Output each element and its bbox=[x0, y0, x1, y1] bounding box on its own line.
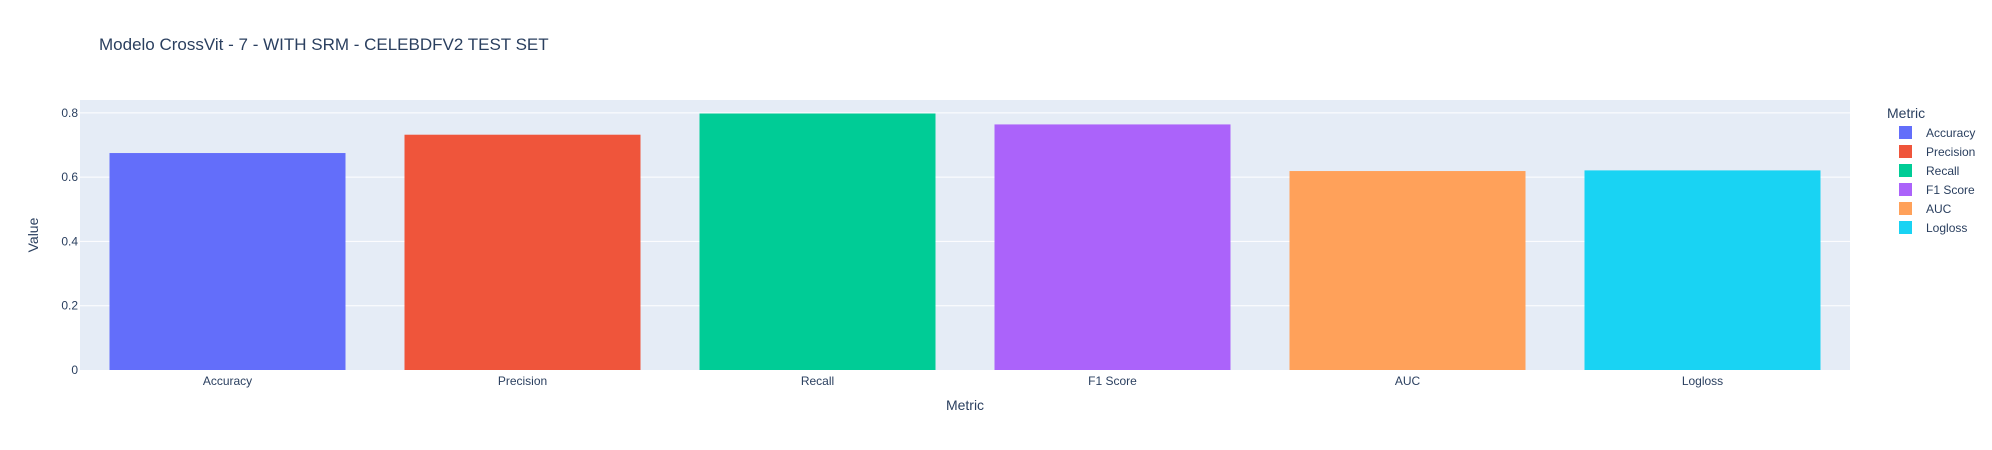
legend-label: AUC bbox=[1926, 202, 1952, 216]
x-tick-label: F1 Score bbox=[1088, 374, 1137, 388]
y-tick-label: 0.6 bbox=[61, 170, 78, 184]
legend-swatch bbox=[1899, 145, 1912, 158]
legend-item[interactable]: Precision bbox=[1899, 145, 1975, 159]
gridlines bbox=[80, 112, 1850, 307]
legend: Metric Accuracy Precision Recall F1 Score AU… bbox=[1887, 105, 1975, 235]
legend-swatch bbox=[1899, 126, 1912, 139]
x-axis-ticks: Accuracy Precision Recall F1 Score AUC Loglos… bbox=[203, 374, 1723, 388]
legend-swatch bbox=[1899, 164, 1912, 177]
bars bbox=[109, 113, 1821, 370]
legend-item[interactable]: F1 Score bbox=[1899, 183, 1975, 197]
legend-swatch bbox=[1899, 183, 1912, 196]
x-tick-label: Logloss bbox=[1682, 374, 1723, 388]
legend-item[interactable]: Logloss bbox=[1899, 221, 1967, 235]
x-tick-label: Precision bbox=[498, 374, 547, 388]
bar bbox=[404, 134, 641, 370]
chart-title: Modelo CrossVit - 7 - WITH SRM - CELEBDF… bbox=[99, 35, 549, 54]
legend-item[interactable]: Accuracy bbox=[1899, 126, 1975, 140]
y-tick-label: 0 bbox=[71, 363, 78, 377]
plot-background bbox=[80, 100, 1850, 370]
y-axis-ticks: 0 0.2 0.4 0.6 0.8 bbox=[61, 106, 78, 377]
legend-label: Logloss bbox=[1926, 221, 1967, 235]
legend-item[interactable]: Recall bbox=[1899, 164, 1959, 178]
y-tick-label: 0.4 bbox=[61, 234, 78, 248]
legend-item[interactable]: AUC bbox=[1899, 202, 1952, 216]
x-tick-label: Recall bbox=[801, 374, 834, 388]
y-axis-title: Value bbox=[25, 217, 41, 252]
y-tick-label: 0.8 bbox=[61, 106, 78, 120]
legend-label: Precision bbox=[1926, 145, 1975, 159]
x-tick-label: AUC bbox=[1395, 374, 1421, 388]
x-tick-label: Accuracy bbox=[203, 374, 252, 388]
bar bbox=[699, 113, 936, 370]
bar bbox=[994, 124, 1231, 370]
x-axis-title: Metric bbox=[946, 397, 984, 413]
bar bbox=[1584, 170, 1821, 370]
legend-swatch bbox=[1899, 202, 1912, 215]
legend-label: Recall bbox=[1926, 164, 1959, 178]
bar bbox=[109, 153, 346, 370]
y-tick-label: 0.2 bbox=[61, 299, 78, 313]
legend-items: Accuracy Precision Recall F1 Score AUC Loglos… bbox=[1899, 126, 1975, 235]
legend-label: Accuracy bbox=[1926, 126, 1975, 140]
legend-title: Metric bbox=[1887, 105, 1925, 121]
legend-swatch bbox=[1899, 221, 1912, 234]
bar bbox=[1289, 171, 1526, 370]
legend-label: F1 Score bbox=[1926, 183, 1975, 197]
